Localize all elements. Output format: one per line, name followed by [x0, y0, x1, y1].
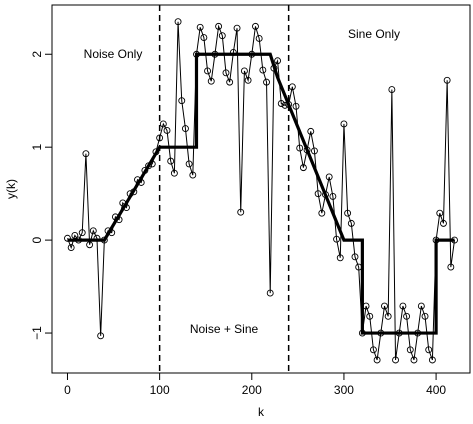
- data-point: [78, 229, 86, 237]
- data-point: [388, 86, 396, 94]
- y-tick-label: 0: [30, 236, 44, 243]
- data-point: [392, 356, 399, 364]
- data-point: [189, 171, 197, 179]
- data-point: [222, 69, 230, 77]
- data-point: [421, 312, 429, 320]
- data-point: [417, 302, 425, 310]
- x-tick-label: 400: [426, 383, 446, 397]
- data-point: [156, 134, 164, 142]
- data-point: [237, 208, 245, 216]
- data-point: [170, 169, 178, 177]
- data-point: [218, 32, 226, 40]
- data-point: [204, 67, 212, 75]
- x-tick-label: 0: [64, 383, 71, 397]
- data-point: [447, 263, 455, 271]
- data-point: [428, 356, 436, 364]
- y-tick-label: 2: [30, 51, 44, 58]
- data-point: [266, 289, 274, 297]
- data-point: [351, 253, 359, 261]
- data-point: [97, 332, 105, 340]
- data-point: [215, 22, 223, 30]
- data-point: [325, 173, 333, 181]
- data-point: [369, 346, 377, 354]
- data-point: [318, 209, 326, 217]
- data-point: [82, 150, 90, 158]
- x-tick-label: 200: [242, 383, 262, 397]
- data-point: [399, 302, 407, 310]
- data-point: [252, 22, 259, 30]
- y-tick-label: 1: [30, 144, 44, 151]
- data-point: [299, 164, 307, 172]
- data-point: [292, 102, 300, 110]
- x-axis-label: k: [258, 405, 265, 419]
- y-tick-label: −1: [30, 326, 44, 340]
- data-point: [440, 219, 447, 227]
- data-point: [263, 78, 270, 86]
- data-point: [207, 77, 215, 85]
- data-point: [288, 83, 296, 91]
- data-point: [178, 97, 186, 105]
- data-point: [226, 78, 234, 86]
- data-point: [167, 157, 175, 165]
- data-point: [255, 35, 263, 42]
- data-point: [344, 209, 352, 217]
- data-point: [296, 144, 304, 152]
- x-tick-label: 300: [334, 383, 354, 397]
- data-point: [366, 312, 374, 320]
- data-point: [373, 356, 381, 364]
- data-point: [89, 227, 97, 235]
- data-point: [233, 24, 241, 32]
- data-point: [159, 120, 167, 128]
- data-point: [406, 346, 414, 354]
- data-point: [333, 235, 341, 243]
- data-point: [436, 209, 444, 217]
- data-point: [244, 76, 252, 84]
- data-point: [410, 356, 418, 364]
- data-point: [381, 302, 388, 310]
- data-point: [259, 66, 267, 74]
- data-point: [329, 192, 337, 200]
- reference-line: [67, 52, 455, 335]
- data-point: [174, 18, 182, 26]
- data-point: [310, 147, 318, 155]
- x-tick-label: 100: [150, 383, 170, 397]
- data-point: [86, 241, 94, 249]
- data-point: [196, 23, 204, 31]
- data-point: [274, 57, 282, 65]
- data-point: [185, 160, 193, 168]
- data-point: [307, 127, 315, 135]
- plot-frame: [51, 4, 471, 374]
- data-point: [200, 34, 208, 41]
- data-point: [443, 76, 451, 84]
- data-point: [340, 120, 348, 128]
- data-point: [425, 346, 433, 354]
- data-point: [336, 254, 344, 262]
- data-point: [384, 312, 392, 320]
- annotation: Noise Only: [84, 47, 143, 61]
- annotation: Noise + Sine: [190, 322, 259, 336]
- annotation: Sine Only: [348, 27, 400, 41]
- y-axis-label: y(k): [4, 179, 18, 199]
- data-point: [163, 127, 171, 134]
- data-point: [181, 125, 189, 133]
- data-point: [277, 100, 285, 107]
- data-point: [403, 312, 411, 320]
- data-point: [314, 190, 322, 198]
- data-point: [240, 67, 248, 75]
- data-point: [67, 244, 75, 251]
- data-point: [347, 219, 355, 227]
- data-point: [71, 232, 79, 239]
